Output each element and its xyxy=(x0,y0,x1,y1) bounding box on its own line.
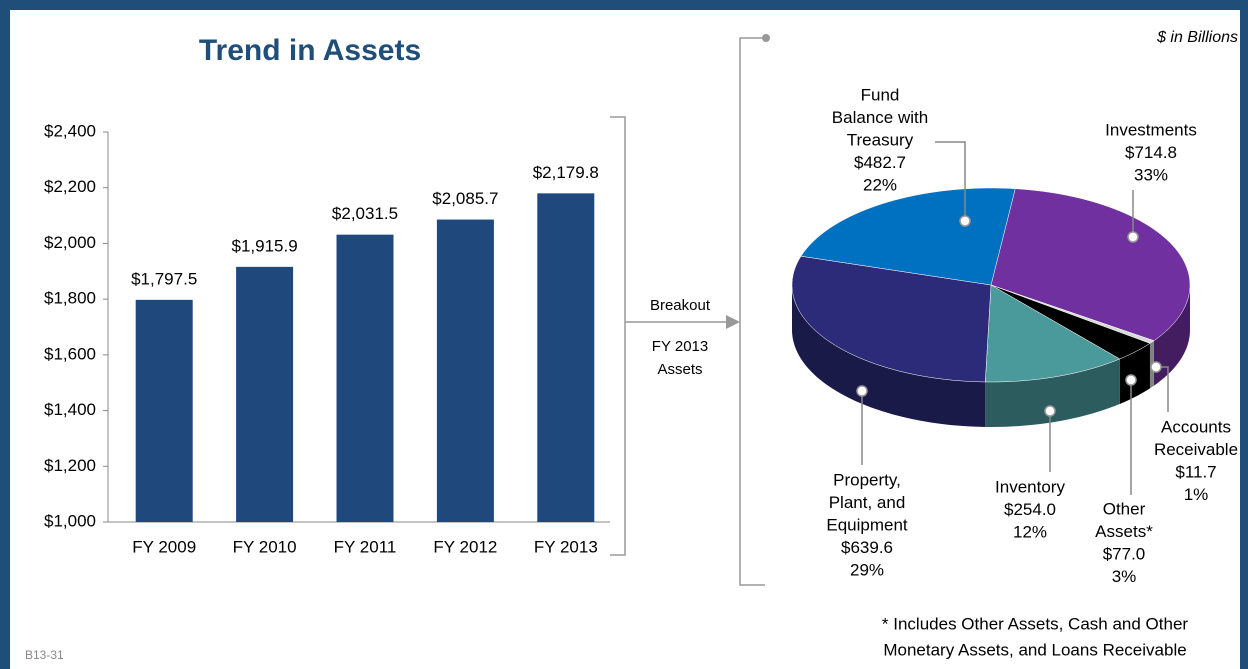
leader-dot xyxy=(1125,374,1137,386)
breakout-label: FY 2013 xyxy=(652,338,708,355)
leader-dot xyxy=(1044,405,1056,417)
y-tick-label: $2,000 xyxy=(44,233,96,252)
slice-label: Assets* xyxy=(1095,522,1153,541)
bar xyxy=(436,219,494,522)
bar xyxy=(135,299,193,522)
footnote: Monetary Assets, and Loans Receivable xyxy=(883,640,1186,659)
bar xyxy=(336,234,394,522)
slice-value: $714.8 xyxy=(1125,143,1177,162)
y-tick-label: $1,000 xyxy=(44,511,96,530)
slice-side xyxy=(1153,285,1190,386)
value-label: $2,085.7 xyxy=(432,189,498,208)
leader-line xyxy=(935,141,966,221)
arrow-head xyxy=(726,315,740,329)
y-tick-label: $1,800 xyxy=(44,289,96,308)
chart-title: Trend in Assets xyxy=(199,34,421,67)
value-label: $2,031.5 xyxy=(332,204,398,223)
leader-dot xyxy=(1127,231,1139,243)
x-tick-label: FY 2012 xyxy=(433,537,497,556)
breakout-label: Assets xyxy=(657,361,702,378)
slice-percent: 29% xyxy=(850,560,884,579)
slice-value: $77.0 xyxy=(1103,544,1146,563)
bracket xyxy=(739,37,765,586)
slice-percent: 22% xyxy=(863,175,897,194)
y-tick-label: $1,200 xyxy=(44,456,96,475)
y-tick-label: $2,400 xyxy=(44,121,96,140)
slice-label: Other xyxy=(1103,499,1146,518)
slice-value: $639.6 xyxy=(841,538,893,557)
x-tick-label: FY 2011 xyxy=(334,537,397,556)
slice-percent: 12% xyxy=(1013,522,1047,541)
slice-label: Equipment xyxy=(826,515,908,534)
slice-label: Investments xyxy=(1105,120,1197,139)
bar xyxy=(537,193,595,522)
slice-value: $11.7 xyxy=(1175,462,1216,481)
value-label: $1,797.5 xyxy=(131,269,197,288)
value-label: $2,179.8 xyxy=(533,163,599,182)
bar xyxy=(236,266,294,522)
bracket xyxy=(610,116,626,556)
leader-dot xyxy=(959,215,971,227)
slice-side xyxy=(1119,343,1150,404)
slice xyxy=(990,284,1151,360)
slice-percent: 1% xyxy=(1184,485,1209,504)
slice-label: Property, xyxy=(833,470,901,489)
slice-label: Balance with xyxy=(832,108,928,127)
slice-percent: 3% xyxy=(1112,567,1137,586)
slice-side xyxy=(792,285,986,427)
y-tick-label: $1,400 xyxy=(44,400,96,419)
x-tick-label: FY 2013 xyxy=(534,537,598,556)
value-label: $1,915.9 xyxy=(232,236,298,255)
slice-value: $254.0 xyxy=(1004,500,1056,519)
slice-label: Accounts xyxy=(1161,417,1231,436)
slice-value: $482.7 xyxy=(854,153,906,172)
y-tick-label: $2,200 xyxy=(44,177,96,196)
bracket-dot xyxy=(762,34,770,42)
slice xyxy=(990,188,1191,341)
leader-dot xyxy=(1150,361,1162,373)
slice xyxy=(985,284,1121,383)
y-tick-label: $1,600 xyxy=(44,344,96,363)
slice-label: Plant, and xyxy=(829,493,906,512)
x-tick-label: FY 2010 xyxy=(233,537,297,556)
page-id: B13-31 xyxy=(25,648,64,662)
slice-label: Inventory xyxy=(995,477,1065,496)
breakout-label: Breakout xyxy=(650,297,711,314)
slice-label: Receivable xyxy=(1154,440,1238,459)
slice-label: Treasury xyxy=(847,130,914,149)
slice-percent: 33% xyxy=(1134,165,1168,184)
footnote: * Includes Other Assets, Cash and Other xyxy=(882,614,1188,633)
leader-dot xyxy=(856,385,868,397)
slice-side xyxy=(985,358,1120,427)
units-note: $ in Billions xyxy=(1156,29,1238,46)
slice xyxy=(800,187,1016,286)
x-tick-label: FY 2009 xyxy=(132,537,196,556)
slice xyxy=(791,255,992,383)
slice-label: Fund xyxy=(861,85,900,104)
